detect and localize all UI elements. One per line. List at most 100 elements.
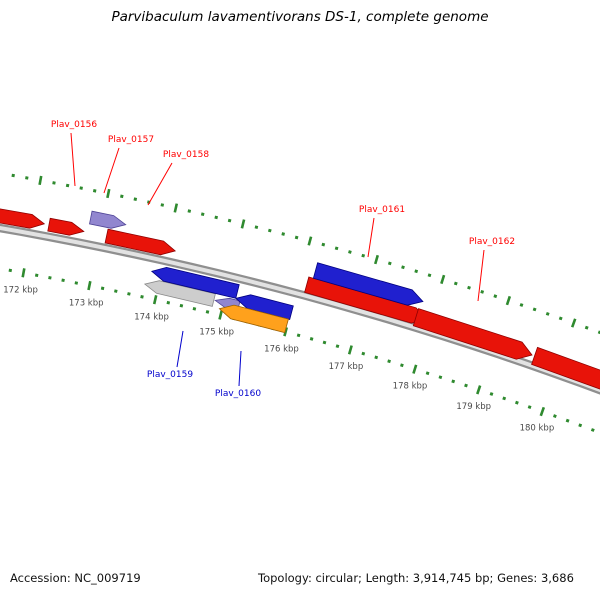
minor-tick-upper [281,232,286,236]
gene-arrow-Plav_0162[interactable] [412,308,533,360]
minor-tick-upper [11,173,15,178]
gene-label-Plav_0160[interactable]: Plav_0160 [215,389,261,399]
minor-tick-lower [374,355,379,360]
minor-tick-upper [133,197,138,201]
gene-arrow-unlabeled-b[interactable] [150,266,240,299]
scale-label-178: 178 kbp [393,381,428,391]
gene-arrow-unlabeled-f[interactable] [531,346,600,394]
major-tick-upper [570,318,577,328]
gene-arrow-Plav_0161[interactable] [312,262,424,306]
footer-topology: Topology: circular; Length: 3,914,745 bp… [257,571,574,585]
minor-tick-upper [267,228,272,233]
gene-label-Plav_0159[interactable]: Plav_0159 [147,370,193,380]
gene-label-layer: Plav_0156 Plav_0157 Plav_0158 Plav_0161 Plav… [51,120,515,399]
minor-tick-lower [527,405,532,410]
minor-tick-lower [127,292,131,296]
minor-tick-upper [321,242,326,247]
major-tick-upper [173,203,179,213]
minor-tick-upper [480,290,485,294]
gene-arrow-Plav_0160[interactable] [218,304,289,334]
scale-label-176: 176 kbp [264,344,299,354]
minor-tick-lower [400,363,404,368]
footer-accession: Accession: NC_009719 [10,571,141,585]
gene-label-leader-Plav_0156 [70,132,76,187]
gene-arrow-layer [0,205,600,394]
scale-label-177: 177 kbp [329,362,364,372]
minor-tick-upper [79,186,83,190]
gene-label-leader-Plav_0162 [477,249,485,302]
minor-tick-lower [8,268,13,273]
minor-tick-lower [296,333,301,338]
gene-arrow-unlabeled-a[interactable] [0,205,46,229]
major-tick-lower [218,310,223,320]
minor-tick-lower [438,375,443,380]
gene-label-leader-Plav_0159 [176,330,184,368]
major-tick-upper [374,254,379,265]
major-tick-upper [505,295,512,306]
minor-tick-upper [294,235,299,240]
minor-tick-upper [493,294,498,299]
scale-label-180: 180 kbp [520,424,555,434]
minor-tick-upper [558,316,563,321]
minor-tick-upper [532,307,537,312]
minor-tick-upper [519,303,524,307]
gene-arrow-unlabeled-d[interactable] [234,294,294,320]
minor-tick-lower [502,396,507,401]
minor-tick-upper [65,183,70,188]
scale-label-179: 179 kbp [456,402,491,412]
minor-tick-lower [514,400,519,405]
minor-tick-upper [227,218,232,223]
gene-arrow-Plav_0157[interactable] [89,210,127,229]
minor-tick-upper [160,203,165,207]
major-tick-upper [106,188,111,199]
gene-arrow-Plav_0156[interactable] [47,217,85,236]
minor-tick-lower [322,340,327,345]
major-tick-upper [307,236,313,246]
minor-tick-upper [401,265,405,270]
minor-tick-lower [464,383,468,388]
minor-tick-upper [584,325,589,330]
scale-label-174: 174 kbp [134,312,169,322]
minor-tick-lower [387,359,391,364]
minor-tick-lower [114,289,118,293]
minor-tick-lower [565,418,570,423]
minor-tick-lower [48,276,52,280]
figure-title: Parvibaculum lavamentivorans DS-1, compl… [111,9,488,25]
scale-tick-layer [8,173,600,432]
major-tick-lower [21,268,26,278]
minor-tick-upper [214,215,219,220]
gene-label-Plav_0158[interactable]: Plav_0158 [163,150,209,160]
minor-tick-upper [427,273,432,278]
minor-tick-lower [590,428,595,432]
gene-label-leader-Plav_0157 [103,147,120,194]
minor-tick-lower [140,295,144,299]
minor-tick-lower [166,300,171,305]
major-tick-lower [476,385,482,395]
minor-tick-lower [61,278,65,283]
minor-tick-upper [361,253,366,258]
major-tick-lower [152,295,158,305]
backbone-inner [0,225,600,393]
minor-tick-lower [451,379,456,384]
gene-label-Plav_0161[interactable]: Plav_0161 [359,205,405,215]
minor-tick-lower [425,371,430,376]
gene-label-Plav_0157[interactable]: Plav_0157 [108,135,154,145]
scale-label-175: 175 kbp [199,328,234,338]
minor-tick-lower [34,273,39,278]
major-tick-upper [240,219,246,229]
gene-arrow-Plav_0159[interactable] [143,280,216,307]
gene-arrow-Plav_0158[interactable] [104,228,177,256]
major-tick-lower [87,280,92,291]
major-tick-upper [440,274,446,285]
minor-tick-upper [348,250,352,254]
gene-label-leader-Plav_0160 [238,350,242,387]
major-tick-lower [283,327,289,337]
gene-label-Plav_0162[interactable]: Plav_0162 [469,237,515,247]
scale-label-173: 173 kbp [69,298,104,308]
minor-tick-upper [52,181,56,185]
minor-tick-lower [489,392,494,396]
minor-tick-lower [578,423,583,428]
major-tick-lower [539,406,546,417]
gene-label-Plav_0156[interactable]: Plav_0156 [51,120,97,130]
